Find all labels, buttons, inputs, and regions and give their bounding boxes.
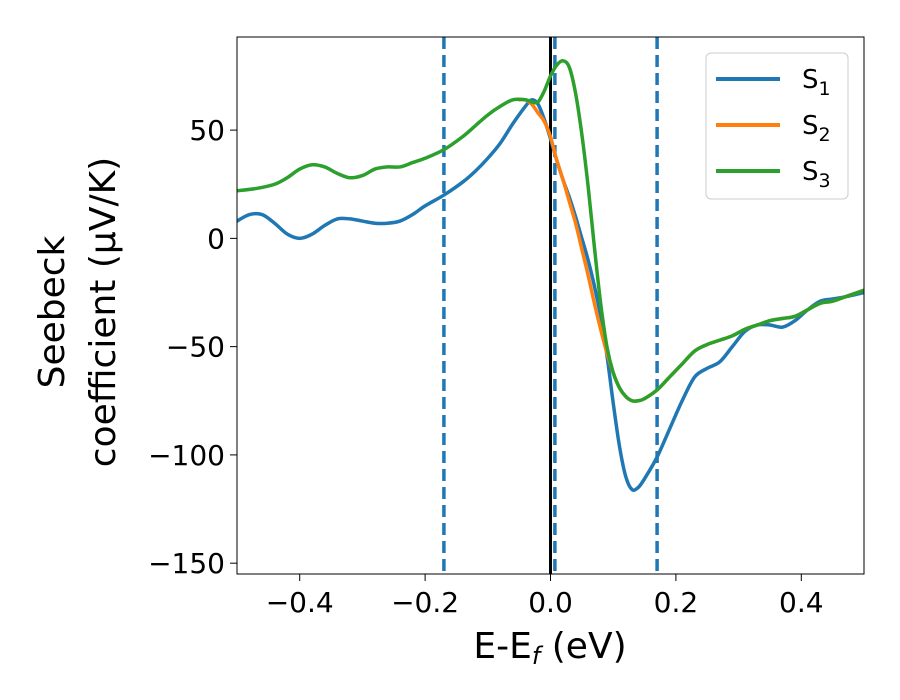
- y-tick-label: 0: [207, 222, 225, 255]
- x-tick-label: 0.2: [654, 586, 699, 619]
- vertical-lines: [442, 37, 659, 574]
- y-tick-label: 50: [189, 114, 225, 147]
- y-axis-label-line1: Seebeck: [32, 235, 73, 388]
- legend-label-s1: S1: [802, 65, 831, 100]
- series-line-s3: [237, 59, 864, 403]
- plot-area: [237, 37, 864, 574]
- y-axis-label-line2: coefficient (μV/K): [83, 157, 124, 467]
- x-axis-ticks: −0.4 −0.2 0.0 0.2 0.4: [266, 574, 824, 619]
- legend-label-s3: S3: [802, 157, 831, 192]
- y-tick-label: −150: [148, 547, 225, 580]
- x-axis-label-main: E-E: [473, 626, 531, 667]
- series-lines: [237, 59, 864, 492]
- y-axis-ticks: −150 −100 −50 0 50: [148, 114, 237, 580]
- x-axis-label: E-Ef (eV): [473, 626, 626, 670]
- x-tick-label: −0.2: [391, 586, 459, 619]
- x-axis-label-unit: (eV): [540, 626, 626, 667]
- y-axis-label: Seebeck coefficient (μV/K): [32, 157, 124, 467]
- y-tick-label: −50: [166, 331, 225, 364]
- legend-label-s2: S2: [802, 111, 831, 146]
- x-tick-label: −0.4: [266, 586, 334, 619]
- legend: S1 S2 S3: [705, 52, 849, 200]
- x-tick-label: 0.0: [528, 586, 573, 619]
- x-tick-label: 0.4: [779, 586, 824, 619]
- y-tick-label: −100: [148, 439, 225, 472]
